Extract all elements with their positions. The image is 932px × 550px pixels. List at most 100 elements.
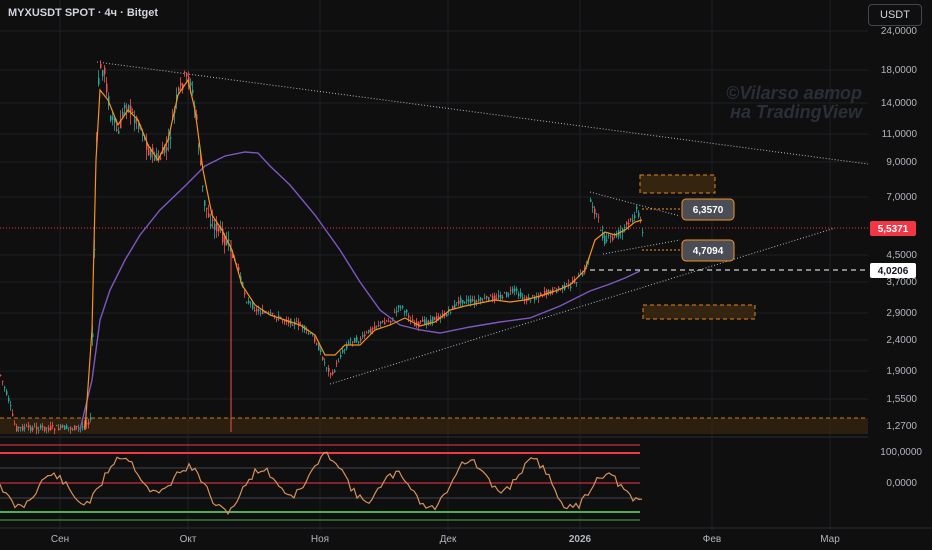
- candle-body: [66, 425, 68, 429]
- candle-body: [360, 338, 362, 341]
- target-zone-lower: [642, 304, 756, 320]
- price-candles: [0, 60, 644, 435]
- candle-body: [62, 425, 64, 428]
- candle-body: [336, 362, 338, 364]
- candle-body: [534, 297, 536, 300]
- candle-body: [214, 223, 216, 230]
- candle-body: [484, 297, 486, 299]
- price-tick: 14,0000: [881, 98, 918, 109]
- candle-body: [378, 325, 380, 326]
- candle-body: [24, 427, 26, 429]
- candle-body: [504, 292, 506, 294]
- candle-body: [14, 423, 16, 425]
- candle-body: [22, 426, 24, 431]
- candle-body: [472, 299, 474, 301]
- candle-body: [110, 115, 112, 121]
- candle-body: [154, 157, 156, 161]
- candle-body: [166, 147, 168, 151]
- candle-body: [334, 370, 336, 373]
- candle-body: [356, 337, 358, 342]
- candle-body: [124, 104, 126, 109]
- candle-body: [292, 325, 294, 326]
- candle-body: [440, 318, 442, 319]
- candle-body: [638, 212, 640, 217]
- candle-body: [544, 291, 546, 295]
- price-tick: 7,0000: [886, 192, 917, 203]
- candle-body: [60, 425, 62, 428]
- candle-body: [384, 322, 386, 325]
- candle-body: [616, 235, 618, 237]
- candle-body: [518, 293, 520, 296]
- candle-body: [130, 105, 132, 114]
- candle-body: [316, 343, 318, 345]
- candle-body: [506, 292, 508, 297]
- candle-body: [150, 149, 152, 158]
- candle-body: [426, 320, 428, 325]
- candle-body: [548, 290, 550, 293]
- candle-body: [502, 296, 504, 298]
- candle-body: [522, 297, 524, 299]
- candle-body: [594, 208, 596, 215]
- candle-body: [134, 119, 136, 124]
- candle-body: [626, 222, 628, 225]
- candle-body: [636, 206, 638, 210]
- trendline-lower: [329, 227, 836, 385]
- callout-lower[interactable]: 4,7094: [681, 239, 735, 262]
- candle-body: [212, 219, 214, 221]
- candle-body: [142, 134, 144, 136]
- candle-body: [258, 309, 260, 312]
- candle-body: [308, 333, 310, 334]
- candle-body: [48, 427, 50, 431]
- candle-body: [0, 374, 2, 376]
- candle-body: [592, 206, 594, 209]
- candle-body: [272, 313, 274, 314]
- candle-body: [6, 391, 8, 395]
- time-label: Мар: [820, 534, 840, 545]
- svg-text:6,3570: 6,3570: [693, 205, 724, 216]
- candle-body: [262, 309, 264, 314]
- candle-body: [386, 320, 388, 322]
- grid: [0, 0, 868, 530]
- candle-body: [232, 253, 234, 258]
- candle-body: [380, 321, 382, 324]
- candle-body: [184, 72, 186, 74]
- candle-body: [296, 321, 298, 323]
- candle-body: [206, 207, 208, 210]
- candle-body: [246, 302, 248, 304]
- candle-body: [606, 239, 608, 241]
- candle-body: [624, 226, 626, 228]
- candle-body: [122, 111, 124, 116]
- candle-body: [72, 428, 74, 430]
- candle-body: [488, 297, 490, 302]
- candle-body: [466, 299, 468, 301]
- candle-body: [398, 305, 400, 308]
- candle-body: [408, 315, 410, 318]
- candle-body: [372, 327, 374, 330]
- currency-button[interactable]: USDT: [868, 4, 922, 26]
- candle-body: [198, 145, 200, 147]
- time-axis: Сен Окт Ноя Дек 2026 Фев Мар: [0, 527, 932, 545]
- candle-body: [180, 82, 182, 86]
- candle-body: [228, 239, 230, 242]
- candle-body: [352, 341, 354, 343]
- candle-body: [320, 350, 322, 353]
- candle-body: [274, 315, 276, 317]
- candle-body: [40, 425, 42, 429]
- candle-body: [148, 149, 150, 156]
- candle-body: [54, 428, 56, 431]
- candle-body: [44, 426, 46, 431]
- candle-body: [102, 70, 104, 77]
- candle-body: [524, 298, 526, 300]
- candle-body: [450, 311, 452, 313]
- candle-body: [344, 349, 346, 351]
- candle-body: [390, 320, 392, 323]
- time-label: Фев: [703, 534, 721, 545]
- candle-body: [430, 319, 432, 323]
- candle-body: [382, 321, 384, 322]
- candle-body: [486, 296, 488, 299]
- candle-body: [70, 427, 72, 430]
- callout-upper[interactable]: 6,3570: [681, 198, 735, 221]
- time-label: Ноя: [311, 534, 329, 545]
- candle-body: [494, 295, 496, 300]
